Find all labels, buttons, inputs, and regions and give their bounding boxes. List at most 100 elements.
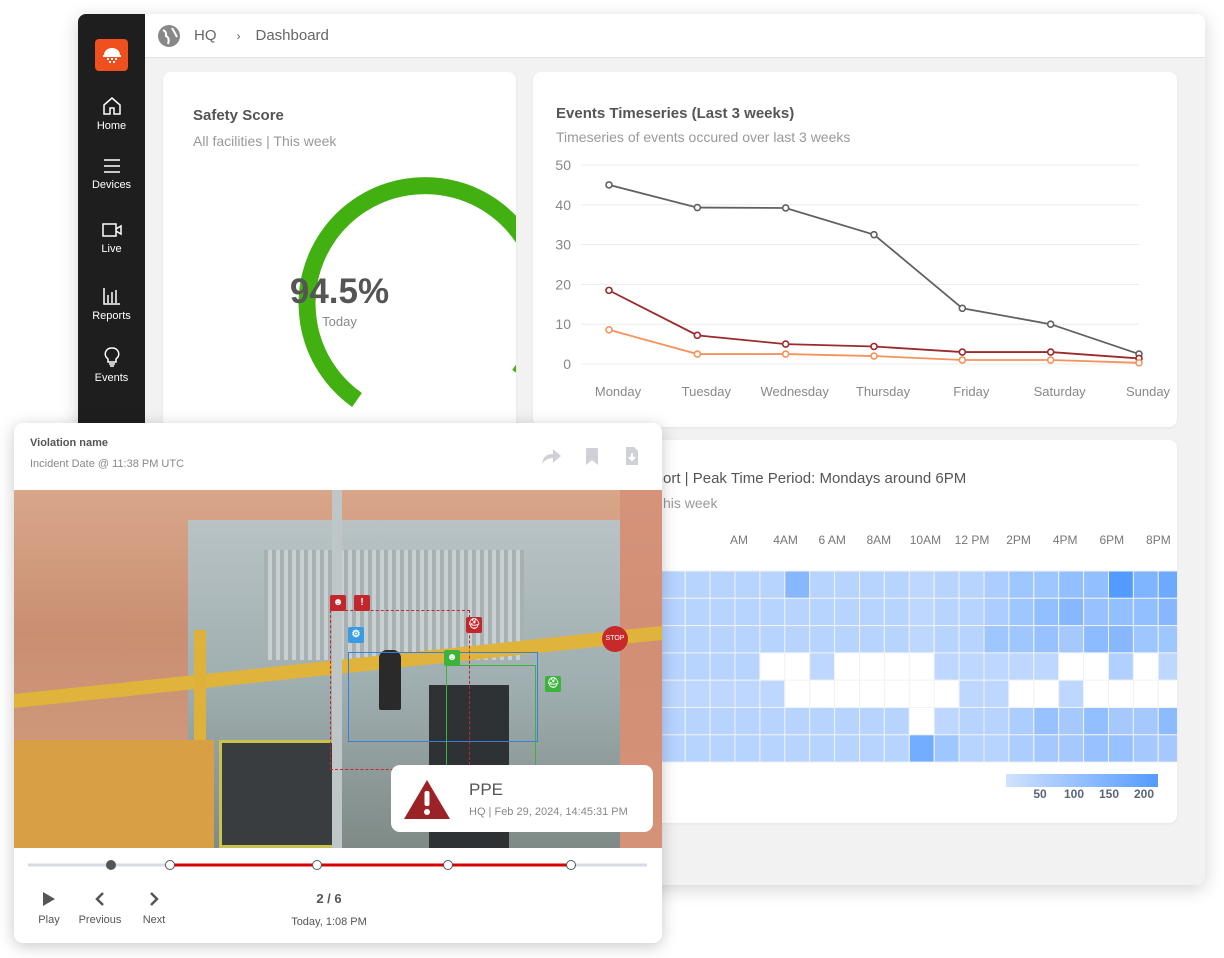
legend-bar bbox=[1006, 774, 1158, 787]
heatmap-cell bbox=[734, 625, 761, 654]
worker bbox=[379, 650, 401, 710]
camera-snapshot[interactable]: ☻ ! ⛑ ⚙ ☻ ⛑ STOP PPE HQ | Feb 29, 2024, … bbox=[14, 490, 662, 848]
vehicle-box bbox=[348, 652, 538, 742]
heatmap-cell bbox=[1132, 597, 1159, 627]
sidebar-item-label: Events bbox=[94, 372, 129, 384]
y-tick-label: 20 bbox=[555, 276, 571, 292]
heatmap-cell bbox=[1132, 570, 1159, 599]
heatmap-cell bbox=[1008, 625, 1035, 654]
timeline-event-marker[interactable] bbox=[165, 860, 175, 870]
forklift-cage bbox=[219, 740, 339, 848]
y-tick-label: 30 bbox=[555, 237, 571, 253]
heatmap-cell bbox=[659, 625, 686, 654]
breadcrumb-chevron-icon: › bbox=[236, 28, 241, 43]
heatmap-cell bbox=[759, 652, 786, 681]
home-icon bbox=[102, 97, 121, 115]
heatmap-cell bbox=[809, 734, 836, 763]
heatmap-cell bbox=[1033, 679, 1060, 708]
safety-gauge bbox=[298, 177, 516, 407]
heatmap-cell bbox=[759, 679, 786, 708]
timeline-event-marker[interactable] bbox=[566, 860, 576, 870]
timeline-event-marker[interactable] bbox=[312, 860, 322, 870]
heatmap-cell bbox=[958, 597, 985, 627]
lightbulb-icon bbox=[104, 347, 119, 367]
heatmap-cell bbox=[809, 679, 836, 708]
heatmap-cell bbox=[1083, 570, 1109, 599]
timeline-current-marker[interactable] bbox=[106, 860, 116, 870]
incident-date: Incident Date @ 11:38 PM UTC bbox=[30, 458, 185, 470]
person-icon: ☻ bbox=[444, 650, 460, 666]
heatmap-cell bbox=[859, 652, 885, 681]
heatmap-cell bbox=[933, 597, 960, 627]
heatmap-cell bbox=[709, 652, 736, 681]
data-point bbox=[693, 331, 702, 340]
globe-icon[interactable] bbox=[157, 24, 181, 48]
card-subtitle: All facilities | This week bbox=[193, 133, 337, 149]
y-tick-label: 40 bbox=[555, 197, 571, 213]
heatmap-cell bbox=[834, 597, 861, 627]
chevron-right-icon bbox=[150, 892, 159, 906]
breadcrumb-dashboard: Dashboard bbox=[255, 27, 329, 44]
data-point bbox=[781, 204, 790, 212]
heatmap-cell bbox=[1008, 652, 1035, 681]
timeline-scrubber[interactable] bbox=[14, 853, 662, 877]
stop-sign: STOP bbox=[602, 626, 628, 652]
share-icon[interactable] bbox=[540, 447, 562, 465]
breadcrumb-hq[interactable]: HQ bbox=[194, 27, 217, 44]
heatmap-cell bbox=[983, 597, 1010, 627]
heatmap-cell bbox=[983, 625, 1010, 654]
previous-label: Previous bbox=[78, 914, 122, 926]
heatmap-cell bbox=[659, 707, 686, 736]
event-time: Today, 1:08 PM bbox=[291, 916, 367, 928]
heatmap-cell bbox=[958, 652, 985, 681]
heatmap-cell bbox=[1132, 707, 1159, 736]
heatmap-cell bbox=[1058, 570, 1085, 599]
bar-chart-icon bbox=[102, 288, 120, 305]
sidebar-item-home[interactable]: Home bbox=[78, 96, 145, 132]
app-logo[interactable] bbox=[95, 39, 128, 71]
yellow-barrier bbox=[14, 740, 214, 848]
heatmap-cell bbox=[784, 652, 811, 681]
heatmap-cell bbox=[659, 679, 686, 708]
card-title: ort | Peak Time Period: Mondays around 6… bbox=[663, 470, 967, 487]
heatmap-cell bbox=[684, 652, 711, 681]
x-tick-label: Thursday bbox=[856, 384, 911, 399]
menu-icon bbox=[103, 159, 120, 173]
play-button[interactable]: Play bbox=[34, 890, 64, 926]
previous-button[interactable]: Previous bbox=[74, 890, 126, 926]
heatmap-cell bbox=[784, 679, 811, 708]
timeline-event-marker[interactable] bbox=[443, 860, 453, 870]
sidebar-item-devices[interactable]: Devices bbox=[78, 157, 145, 191]
heatmap-cell bbox=[859, 707, 885, 736]
ppe-icon: ⛑ bbox=[545, 676, 561, 692]
x-tick-label: Tuesday bbox=[682, 384, 732, 399]
heatmap-cell bbox=[958, 625, 985, 654]
heatmap-cell bbox=[859, 570, 885, 599]
heatmap-cell bbox=[1132, 679, 1159, 708]
sidebar-item-reports[interactable]: Reports bbox=[78, 286, 145, 322]
heatmap-cell bbox=[684, 707, 711, 736]
card-subtitle: Timeseries of events occured over last 3… bbox=[556, 129, 851, 145]
warning-triangle-icon bbox=[404, 779, 450, 819]
heatmap-cell bbox=[759, 570, 786, 599]
heatmap-cell bbox=[784, 597, 811, 627]
violation-name: Violation name bbox=[30, 437, 109, 449]
sidebar-item-events[interactable]: Events bbox=[78, 346, 145, 384]
heatmap-cell bbox=[859, 734, 885, 763]
heatmap-cell bbox=[933, 707, 960, 736]
heatmap-cell bbox=[759, 625, 786, 654]
bookmark-icon[interactable] bbox=[585, 447, 599, 465]
heatmap-cell bbox=[759, 597, 786, 627]
data-point bbox=[605, 286, 613, 295]
x-tick-label: 10AM bbox=[910, 533, 941, 547]
violation-alert[interactable]: PPE HQ | Feb 29, 2024, 14:45:31 PM bbox=[391, 765, 653, 832]
card-title: Safety Score bbox=[193, 107, 284, 124]
sidebar-item-label: Home bbox=[96, 120, 127, 132]
card-title: Events Timeseries (Last 3 weeks) bbox=[556, 105, 795, 122]
alert-detail: HQ | Feb 29, 2024, 14:45:31 PM bbox=[469, 805, 628, 818]
download-file-icon[interactable] bbox=[625, 446, 639, 466]
x-tick-label: 12 PM bbox=[955, 533, 990, 547]
next-button[interactable]: Next bbox=[134, 890, 174, 926]
sidebar-item-live[interactable]: Live bbox=[78, 221, 145, 255]
heatmap-cell bbox=[684, 570, 711, 599]
